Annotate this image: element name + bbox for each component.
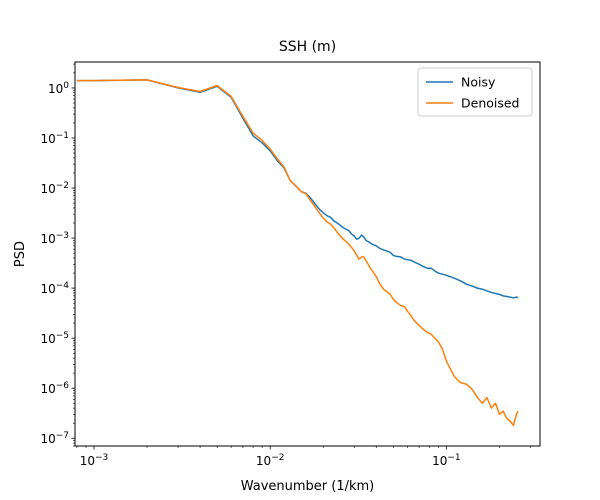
series-line-denoised: [76, 79, 519, 427]
x-tick-label: 10−1: [432, 453, 461, 468]
chart-title: SSH (m): [279, 39, 336, 55]
data-layer: [76, 79, 519, 427]
legend-box: [417, 67, 533, 117]
y-axis: 10−7 10−6 10−5 10−4 10−3 10−2 10−1 100: [40, 63, 75, 447]
series-group: [76, 79, 519, 427]
plot-frame: [74, 61, 541, 447]
y-tick-label: 10−6: [40, 381, 69, 396]
x-tick-label: 10−2: [256, 453, 285, 468]
legend-label-noisy: Noisy: [461, 75, 496, 90]
x-axis: 10−3 10−2 10−1: [76, 446, 531, 468]
y-tick-label: 10−7: [40, 431, 69, 446]
x-axis-title: Wavenumber (1/km): [241, 479, 375, 494]
legend: Noisy Denoised: [417, 67, 533, 117]
y-tick-label: 100: [48, 81, 69, 96]
y-tick-label: 10−1: [40, 131, 69, 146]
y-tick-label: 10−3: [40, 231, 69, 246]
y-tick-label: 10−5: [40, 331, 69, 346]
y-tick-label: 10−2: [40, 181, 69, 196]
y-tick-label: 10−4: [40, 281, 69, 296]
x-tick-label: 10−3: [80, 453, 109, 468]
legend-label-denoised: Denoised: [461, 96, 520, 111]
y-axis-title: PSD: [13, 241, 28, 267]
